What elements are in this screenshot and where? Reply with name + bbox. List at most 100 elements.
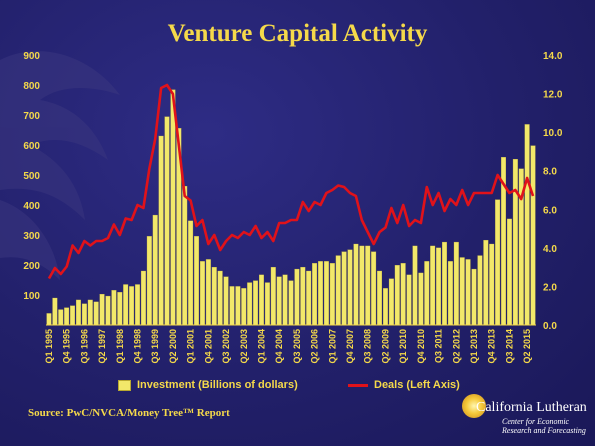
investment-bar xyxy=(288,280,294,326)
right-tick-label: 12.0 xyxy=(543,90,563,101)
investment-bar xyxy=(365,245,371,326)
x-tick-label: Q4 1998 xyxy=(133,329,143,364)
investment-bar xyxy=(306,270,312,326)
logo-name: California Lutheran xyxy=(476,400,587,415)
x-tick-label: Q1 2004 xyxy=(256,329,266,364)
investment-bar xyxy=(471,268,477,326)
right-tick-label: 6.0 xyxy=(543,205,557,216)
legend-bar-swatch xyxy=(118,379,131,391)
investment-bar xyxy=(377,270,383,326)
investment-bar xyxy=(158,135,164,326)
investment-bar xyxy=(182,185,188,326)
investment-bars xyxy=(46,89,536,326)
investment-bar xyxy=(46,313,52,326)
investment-bar xyxy=(312,263,318,326)
logo-subtitle-line1: Center for Economic xyxy=(502,417,570,426)
investment-bar xyxy=(188,220,194,326)
left-tick-label: 700 xyxy=(23,111,40,122)
investment-bar xyxy=(229,286,235,326)
legend-item-deals: Deals (Left Axis) xyxy=(348,379,460,391)
investment-bar xyxy=(58,309,64,326)
x-tick-label: Q3 2005 xyxy=(292,329,302,364)
investment-bar xyxy=(394,265,400,326)
right-tick-label: 10.0 xyxy=(543,128,563,139)
investment-bar xyxy=(270,266,276,326)
x-tick-label: Q2 1997 xyxy=(97,329,107,364)
x-tick-label: Q2 2015 xyxy=(522,329,532,364)
x-tick-label: Q1 2010 xyxy=(398,329,408,364)
left-tick-label: 600 xyxy=(23,141,40,152)
investment-bar xyxy=(436,247,442,326)
right-tick-label: 0.0 xyxy=(543,321,557,332)
source-note: Source: PwC/NVCA/Money Tree™ Report xyxy=(28,407,230,419)
investment-bar xyxy=(199,261,205,326)
deals-series-line xyxy=(47,83,535,280)
sun-emblem-icon xyxy=(462,394,486,418)
x-tick-label: Q2 2006 xyxy=(310,329,320,364)
investment-bar xyxy=(253,280,259,326)
right-tick-label: 14.0 xyxy=(543,51,563,62)
investment-bar xyxy=(477,255,483,326)
right-tick-label: 4.0 xyxy=(543,244,557,255)
investment-bar xyxy=(512,158,518,326)
investment-bar xyxy=(530,145,536,326)
investment-bar xyxy=(418,272,424,326)
x-tick-label: Q2 2003 xyxy=(239,329,249,364)
investment-bar xyxy=(264,282,270,326)
investment-bar xyxy=(52,297,58,326)
left-tick-label: 900 xyxy=(23,51,40,62)
investment-bar xyxy=(70,305,76,326)
investment-bar xyxy=(300,266,306,326)
x-tick-label: Q3 2014 xyxy=(504,329,514,364)
investment-bar xyxy=(123,284,129,326)
investment-bar xyxy=(447,261,453,326)
investment-bar xyxy=(388,278,394,326)
investment-bar xyxy=(465,259,471,326)
investment-bar xyxy=(211,266,217,326)
x-tick-label: Q4 2013 xyxy=(487,329,497,364)
investment-bar xyxy=(135,284,140,326)
x-tick-label: Q4 2007 xyxy=(345,329,355,364)
x-tick-label: Q4 2010 xyxy=(416,329,426,364)
investment-bar xyxy=(105,295,111,326)
investment-bar xyxy=(129,286,135,326)
investment-bar xyxy=(406,274,412,326)
investment-bar xyxy=(424,261,430,326)
x-tick-label: Q3 2008 xyxy=(363,329,373,364)
investment-bar xyxy=(87,299,93,326)
investment-bar xyxy=(506,218,512,326)
x-tick-label: Q1 2001 xyxy=(186,329,196,364)
investment-bar xyxy=(276,276,282,326)
investment-bar xyxy=(205,259,211,326)
investment-bar xyxy=(140,270,146,326)
x-tick-label: Q2 2012 xyxy=(451,329,461,364)
investment-bar xyxy=(323,261,329,326)
investment-bar xyxy=(442,241,447,326)
investment-bar xyxy=(430,245,436,326)
investment-bar xyxy=(495,199,501,326)
investment-bar xyxy=(282,274,288,326)
investment-bar xyxy=(170,89,176,326)
investment-bar xyxy=(459,257,465,326)
investment-bar xyxy=(371,251,377,326)
investment-bar xyxy=(146,236,152,326)
right-tick-label: 8.0 xyxy=(543,167,557,178)
investment-bar xyxy=(483,239,489,326)
california-lutheran-logo: California Lutheran Center for Economic … xyxy=(462,392,587,440)
x-tick-label: Q4 1995 xyxy=(62,329,72,364)
legend-item-investment: Investment (Billions of dollars) xyxy=(118,379,298,391)
x-tick-label: Q1 2007 xyxy=(327,329,337,364)
deals-line xyxy=(47,83,535,280)
x-tick-label: Q2 2009 xyxy=(380,329,390,364)
investment-bar xyxy=(217,270,223,326)
investment-bar xyxy=(164,116,170,326)
x-tick-label: Q1 1995 xyxy=(44,329,54,364)
investment-bar xyxy=(76,299,81,326)
right-axis-ticks: 0.0 2.0 4.0 6.0 8.0 10.0 12.0 14.0 xyxy=(543,51,563,332)
logo-subtitle-line2: Research and Forecasting xyxy=(502,426,586,435)
investment-bar xyxy=(412,245,418,326)
x-tick-label: Q2 2000 xyxy=(168,329,178,364)
investment-bar xyxy=(117,292,123,326)
left-axis-ticks: 100 200 300 400 500 600 700 800 900 xyxy=(23,51,40,302)
